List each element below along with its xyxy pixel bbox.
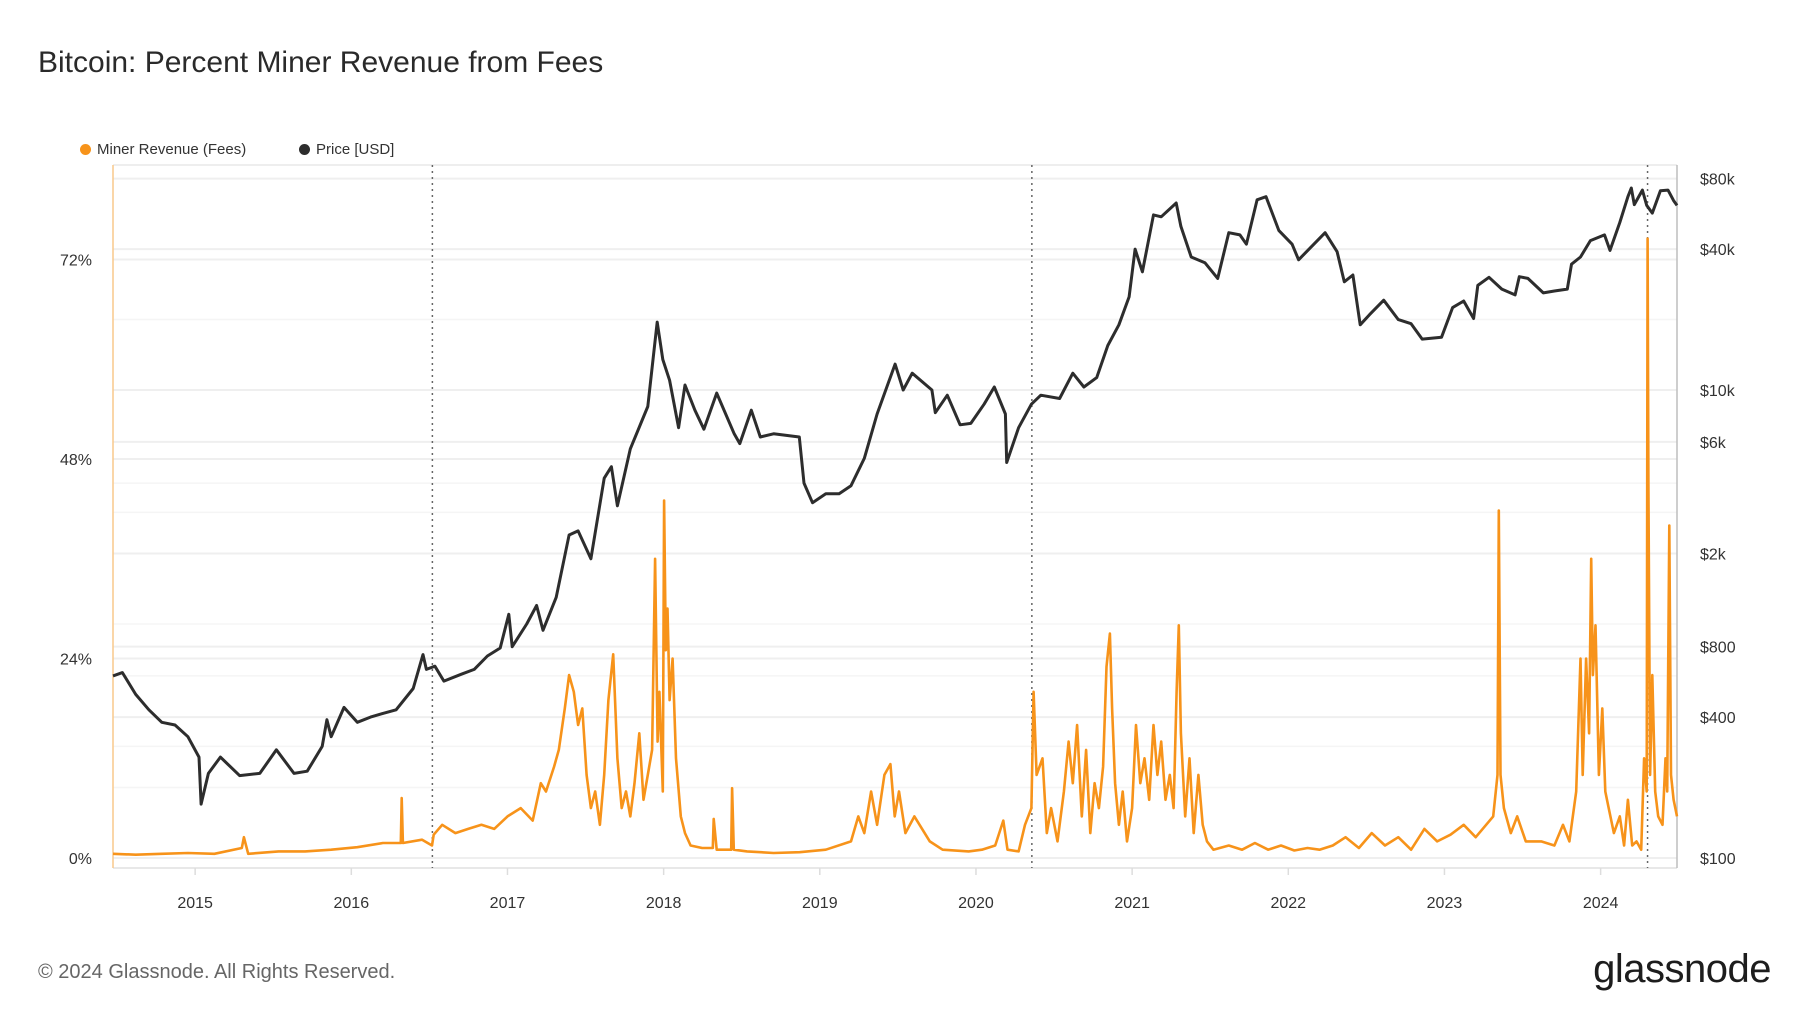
x-tick-label: 2022 xyxy=(1270,895,1306,912)
fees-series-line xyxy=(112,237,1679,856)
y-left-tick-label: 24% xyxy=(60,652,92,669)
y-right-tick-label: $10k xyxy=(1700,383,1736,400)
chart-title: Bitcoin: Percent Miner Revenue from Fees xyxy=(38,46,604,79)
x-tick-label: 2018 xyxy=(646,895,682,912)
x-tick-label: 2023 xyxy=(1427,895,1463,912)
x-tick-label: 2021 xyxy=(1114,895,1150,912)
y-right-tick-label: $800 xyxy=(1700,640,1736,657)
legend-item-price[interactable]: Price [USD] xyxy=(299,141,394,158)
glassnode-logo: glassnode xyxy=(1593,947,1771,991)
legend-dot-fees-icon xyxy=(80,144,91,155)
y-right-tick-label: $400 xyxy=(1700,710,1736,727)
y-left-tick-label: 0% xyxy=(69,851,92,868)
y-right-tick-label: $40k xyxy=(1700,242,1736,259)
copyright-text: © 2024 Glassnode. All Rights Reserved. xyxy=(38,961,396,983)
legend-label-price: Price [USD] xyxy=(316,141,395,158)
y-left-tick-label: 72% xyxy=(60,253,92,270)
x-tick-label: 2017 xyxy=(490,895,526,912)
x-tick-label: 2016 xyxy=(334,895,370,912)
price-series-line xyxy=(112,186,1679,806)
y-right-tick-label: $100 xyxy=(1700,851,1736,868)
legend-item-fees[interactable]: Miner Revenue (Fees) xyxy=(80,141,246,158)
legend-label-fees: Miner Revenue (Fees) xyxy=(97,141,247,158)
x-tick-label: 2019 xyxy=(802,895,838,912)
y-right-tick-label: $2k xyxy=(1700,547,1727,564)
y-right-tick-label: $6k xyxy=(1700,435,1727,452)
y-right-tick-label: $80k xyxy=(1700,172,1736,189)
x-tick-label: 2024 xyxy=(1583,895,1619,912)
y-left-tick-label: 48% xyxy=(60,452,92,469)
legend-dot-price-icon xyxy=(299,144,310,155)
x-tick-label: 2020 xyxy=(958,895,994,912)
x-tick-label: 2015 xyxy=(177,895,213,912)
